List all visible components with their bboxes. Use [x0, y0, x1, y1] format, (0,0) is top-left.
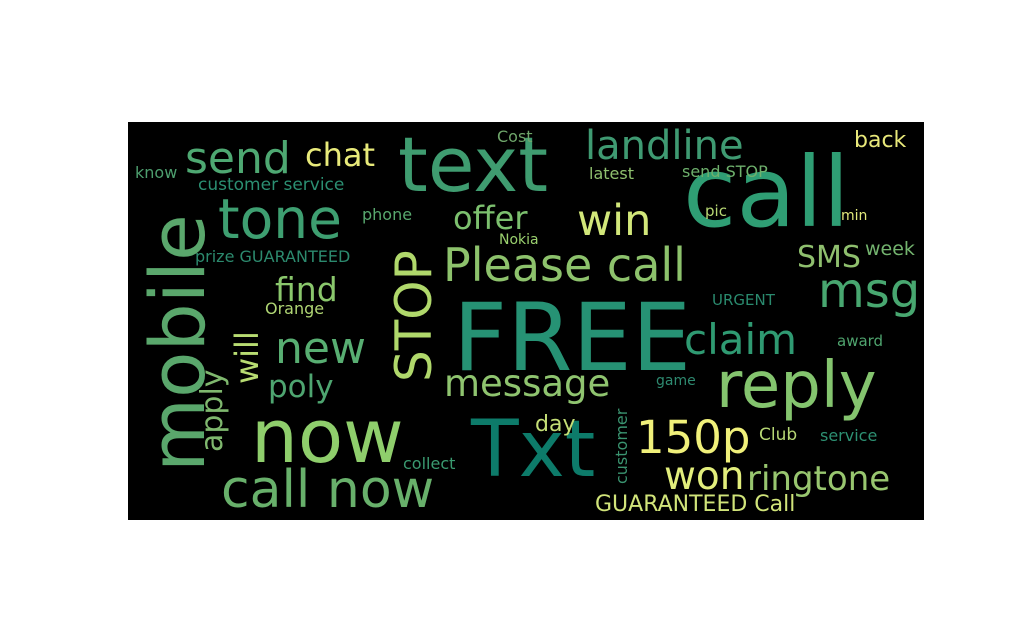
word-msg: msg — [818, 263, 921, 319]
word-new: new — [275, 323, 366, 374]
word-please-call: Please call — [443, 238, 686, 292]
word-apply: apply — [195, 369, 230, 452]
word-150p: 150p — [636, 411, 751, 464]
word-win: win — [577, 196, 652, 246]
word-day: day — [535, 412, 576, 437]
word-prize-guaranteed: prize GUARANTEED — [195, 247, 351, 266]
word-txt: Txt — [471, 405, 596, 495]
word-phone: phone — [362, 205, 413, 224]
word-call: call — [683, 136, 850, 249]
word-offer: offer — [453, 199, 528, 237]
word-back: back — [854, 128, 907, 153]
word-landline: landline — [585, 123, 744, 169]
word-collect: collect — [403, 454, 456, 473]
word-stop: STOP — [385, 250, 443, 382]
word-cost: Cost — [497, 127, 533, 146]
word-nokia: Nokia — [499, 232, 539, 248]
word-tone: tone — [218, 187, 342, 251]
word-poly: poly — [268, 369, 334, 405]
word-award: award — [837, 332, 884, 350]
word-claim: claim — [684, 315, 798, 364]
word-club: Club — [759, 425, 798, 445]
word-call-now: call now — [221, 460, 435, 520]
word-latest: latest — [589, 164, 634, 183]
word-text: text — [398, 122, 548, 209]
word-message: message — [444, 362, 611, 405]
word-won: won — [664, 454, 745, 499]
word-ringtone: ringtone — [747, 459, 891, 499]
word-game: game — [656, 373, 696, 389]
word-min: min — [841, 208, 868, 224]
word-find: find — [275, 270, 338, 309]
word-send-stop: send STOP — [682, 162, 768, 181]
word-chat: chat — [305, 136, 376, 174]
word-urgent: URGENT — [712, 291, 775, 309]
word-orange: Orange — [265, 299, 325, 318]
word-free: FREE — [453, 284, 692, 393]
word-pic: pic — [705, 202, 727, 220]
word-sms: SMS — [797, 240, 861, 275]
word-know: know — [135, 163, 178, 182]
word-guaranteed-call: GUARANTEED Call — [595, 492, 796, 517]
word-customer-service: customer service — [198, 175, 345, 195]
word-reply: reply — [716, 349, 877, 423]
word-now: now — [251, 394, 404, 480]
word-send: send — [185, 133, 291, 184]
word-cloud: call FREE now text Txt mobile reply call… — [128, 122, 924, 520]
word-customer: customer — [612, 408, 631, 484]
word-week: week — [865, 238, 915, 260]
word-will: will — [228, 331, 266, 384]
word-service: service — [820, 426, 878, 445]
